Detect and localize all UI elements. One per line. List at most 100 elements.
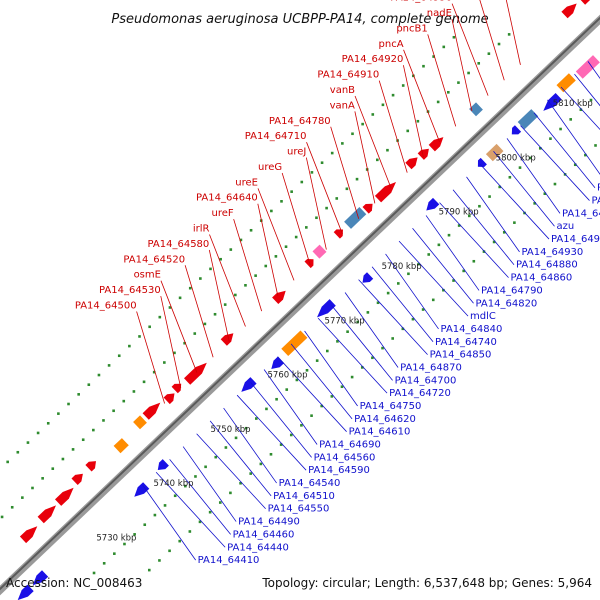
- tick-dot: [538, 147, 542, 150]
- tick-dot: [553, 182, 557, 186]
- forward-gene-arrow: [417, 148, 429, 160]
- tick-dot: [153, 513, 157, 517]
- forward-leader-line: [233, 219, 263, 312]
- tick-dot: [573, 163, 577, 167]
- forward-leader-line: [402, 65, 424, 158]
- tick-dot: [396, 282, 400, 285]
- tick-dot: [371, 356, 374, 360]
- gene-feature-box: [113, 438, 129, 454]
- reverse-leader-line: [560, 86, 600, 131]
- tick-dot: [488, 195, 491, 198]
- reverse-gene-label: PA14_64460: [233, 529, 295, 540]
- reverse-gene-label: PA14_64880: [516, 260, 578, 271]
- tick-dot: [478, 204, 481, 208]
- forward-gene-label: PA14_64710: [245, 131, 307, 142]
- tick-dot: [255, 417, 258, 420]
- reverse-gene-label: mdlC: [470, 311, 496, 322]
- forward-gene-label: PA14_64580: [148, 239, 210, 250]
- forward-gene-arrow: [19, 526, 38, 544]
- tick-dot: [361, 122, 364, 126]
- kbp-label: 5810 kbp: [553, 99, 593, 109]
- reverse-gene-arrow: [17, 584, 34, 600]
- tick-dot: [341, 142, 344, 145]
- tick-dot: [447, 233, 451, 237]
- tick-dot: [508, 175, 512, 179]
- tick-dot: [213, 312, 217, 316]
- reverse-leader-line: [155, 471, 226, 548]
- reverse-leader-line: [587, 61, 600, 80]
- reverse-gene-label: PA14_64590: [308, 465, 370, 476]
- tick-dot: [218, 501, 222, 504]
- reverse-gene-label: PA14_64610: [349, 427, 411, 438]
- forward-gene-arrow: [71, 473, 83, 485]
- reverse-gene-arrow: [157, 459, 169, 470]
- tick-dot: [457, 224, 461, 227]
- tick-dot: [569, 118, 573, 121]
- reverse-gene-label: PA14_64410: [198, 555, 260, 566]
- tick-dot: [270, 209, 273, 213]
- reverse-gene-label: azu: [557, 221, 575, 232]
- forward-gene-arrow: [304, 259, 314, 269]
- forward-gene-arrow: [561, 3, 577, 19]
- label-leader-lines: [136, 0, 600, 561]
- tick-dot: [376, 301, 380, 305]
- tick-dot: [102, 419, 105, 422]
- gene-feature-box: [344, 207, 367, 229]
- tick-dot: [559, 127, 562, 131]
- reverse-leader-line: [547, 99, 600, 175]
- tick-dot: [117, 354, 121, 358]
- map-title: Pseudomonas aeruginosa UCBPP-PA14, compl…: [111, 12, 488, 27]
- forward-gene-arrow: [220, 333, 234, 346]
- reverse-leader-line: [506, 138, 561, 214]
- reverse-gene-arrow: [511, 125, 522, 135]
- tick-dot: [147, 568, 151, 572]
- forward-gene-label: osmE: [134, 270, 161, 281]
- forward-gene-arrow: [55, 487, 74, 506]
- tick-dot: [244, 426, 248, 430]
- reverse-leader-line: [196, 433, 266, 510]
- tick-dot: [198, 520, 202, 524]
- tick-dot: [61, 457, 65, 461]
- gene-feature-box: [517, 109, 539, 130]
- reverse-gene-label: PA14_64870: [400, 362, 462, 373]
- forward-gene-arrow: [374, 182, 396, 203]
- tick-dot: [492, 240, 496, 244]
- forward-gene-arrow: [142, 402, 161, 420]
- forward-gene-label: ureE: [235, 177, 258, 188]
- forward-leader-line: [281, 172, 311, 266]
- gene-labels: PA14_65090PA14_65010PA14_64990nadEpncB1p…: [75, 0, 600, 566]
- genome-backbone: [0, 14, 600, 596]
- forward-gene-label: PA14_64500: [75, 300, 137, 311]
- tick-dot: [152, 370, 156, 374]
- reverse-gene-label: PA14_64540: [279, 478, 341, 489]
- tick-dot: [498, 185, 502, 189]
- tick-marks: [0, 33, 597, 575]
- tick-dot: [294, 235, 298, 239]
- tick-dot: [254, 274, 257, 277]
- tick-dot: [350, 375, 354, 379]
- tick-dot: [381, 103, 385, 107]
- tick-dot: [113, 552, 116, 555]
- tick-dot: [194, 475, 197, 478]
- forward-gene-label: PA14_64780: [269, 116, 331, 127]
- reverse-gene-arrow: [362, 272, 374, 283]
- forward-gene-arrow: [580, 0, 591, 5]
- forward-gene-label: vanA: [330, 100, 355, 111]
- tick-dot: [92, 428, 95, 432]
- tick-dot: [300, 424, 303, 427]
- reverse-leader-line: [412, 228, 474, 304]
- reverse-gene-label: PA14_64720: [389, 388, 451, 399]
- forward-gene-arrow: [163, 393, 175, 405]
- tick-dot: [274, 255, 278, 258]
- tick-dot: [204, 465, 207, 469]
- tick-dot: [305, 226, 308, 229]
- reverse-leader-line: [425, 215, 480, 291]
- forward-gene-label: PA14_64910: [317, 70, 379, 81]
- tick-dot: [163, 361, 166, 364]
- kbp-label: 5790 kbp: [439, 208, 479, 218]
- tick-dot: [421, 308, 425, 311]
- reverse-leader-line: [533, 112, 596, 188]
- tick-dot: [188, 286, 192, 290]
